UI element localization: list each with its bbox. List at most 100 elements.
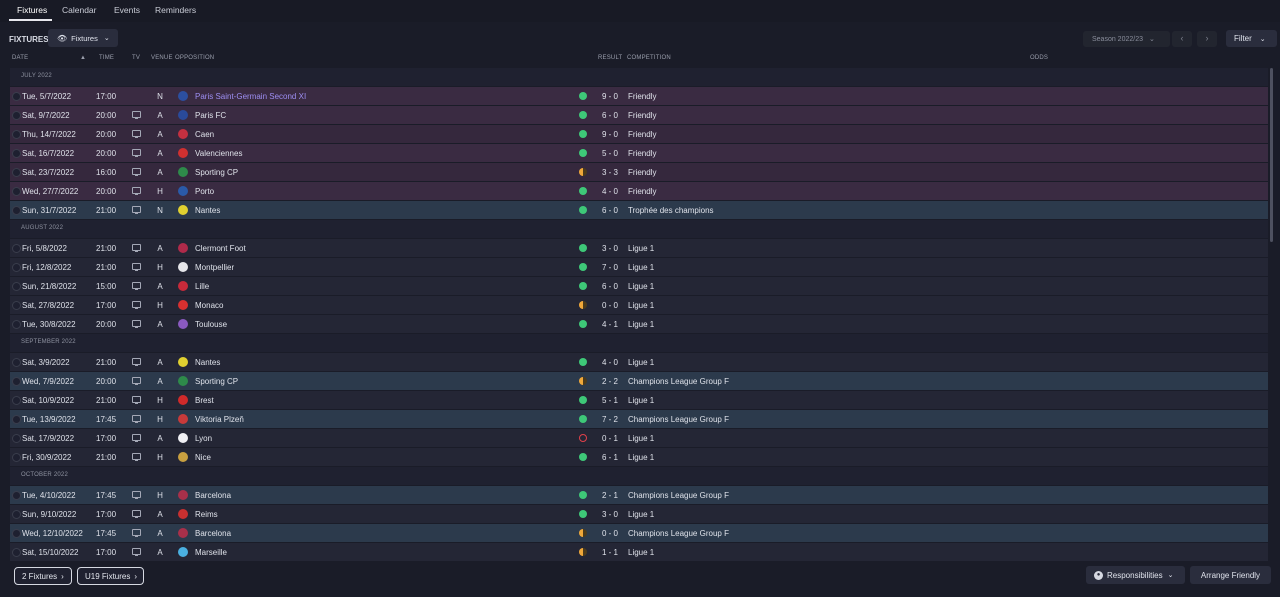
season-dropdown[interactable]: Season 2022/23 ⌄ <box>1083 31 1170 47</box>
opposition-name[interactable]: Monaco <box>195 301 224 310</box>
competition-name[interactable]: Champions League Group F <box>628 491 729 500</box>
fixture-row[interactable]: Sun, 21/8/2022 15:00 A Lille 6 - 0 Ligue 1 <box>10 277 1268 295</box>
column-result[interactable]: RESULT <box>598 55 623 61</box>
fixture-row[interactable]: Fri, 5/8/2022 21:00 A Clermont Foot 3 - 0 Lig… <box>10 239 1268 257</box>
row-select-radio[interactable] <box>12 168 21 177</box>
opposition-name[interactable]: Valenciennes <box>195 149 243 158</box>
next-season-button[interactable]: › <box>1197 31 1217 47</box>
fixture-row[interactable]: Sat, 10/9/2022 21:00 H Brest 5 - 1 Ligue 1 <box>10 391 1268 409</box>
opposition-name[interactable]: Barcelona <box>195 529 232 538</box>
fixture-row[interactable]: Sat, 23/7/2022 16:00 A Sporting CP 3 - 3 Frie… <box>10 163 1268 181</box>
opposition-name[interactable]: Porto <box>195 187 215 196</box>
match-result[interactable]: 4 - 1 <box>601 320 618 329</box>
competition-name[interactable]: Ligue 1 <box>628 510 655 519</box>
match-result[interactable]: 9 - 0 <box>601 92 618 101</box>
fixture-row[interactable]: Tue, 4/10/2022 17:45 H Barcelona 2 - 1 Champi… <box>10 486 1268 504</box>
opposition-name[interactable]: Sporting CP <box>195 377 239 386</box>
competition-name[interactable]: Ligue 1 <box>628 263 655 272</box>
match-result[interactable]: 7 - 0 <box>601 263 618 272</box>
row-select-radio[interactable] <box>12 396 21 405</box>
match-result[interactable]: 0 - 0 <box>601 529 618 538</box>
competition-name[interactable]: Ligue 1 <box>628 396 655 405</box>
opposition-name[interactable]: Nantes <box>195 206 221 215</box>
match-result[interactable]: 0 - 1 <box>601 434 618 443</box>
match-result[interactable]: 2 - 1 <box>601 491 618 500</box>
tab-reminders[interactable]: Reminders <box>155 5 197 15</box>
row-select-radio[interactable] <box>12 92 21 101</box>
row-select-radio[interactable] <box>12 111 21 120</box>
row-select-radio[interactable] <box>12 130 21 139</box>
row-select-radio[interactable] <box>12 491 21 500</box>
row-select-radio[interactable] <box>12 149 21 158</box>
competition-name[interactable]: Friendly <box>628 92 657 101</box>
opposition-name[interactable]: Sporting CP <box>195 168 239 177</box>
fixture-row[interactable]: Sun, 9/10/2022 17:00 A Reims 3 - 0 Ligue 1 <box>10 505 1268 523</box>
match-result[interactable]: 4 - 0 <box>601 358 618 367</box>
fixture-row[interactable]: Sat, 3/9/2022 21:00 A Nantes 4 - 0 Ligue 1 <box>10 353 1268 371</box>
row-select-radio[interactable] <box>12 263 21 272</box>
fixture-row[interactable]: Tue, 13/9/2022 17:45 H Viktoria Plzeň 7 - 2 C… <box>10 410 1268 428</box>
column-date[interactable]: DATE <box>12 55 29 61</box>
column-opposition[interactable]: OPPOSITION <box>175 55 215 61</box>
competition-name[interactable]: Trophée des champions <box>628 206 714 215</box>
opposition-name[interactable]: Clermont Foot <box>195 244 246 253</box>
row-select-radio[interactable] <box>12 548 21 557</box>
competition-name[interactable]: Champions League Group F <box>628 529 729 538</box>
fixture-row[interactable]: Sat, 17/9/2022 17:00 A Lyon 0 - 1 Ligue 1 <box>10 429 1268 447</box>
row-select-radio[interactable] <box>12 320 21 329</box>
column-tv[interactable]: TV <box>132 55 141 61</box>
tab-fixtures[interactable]: Fixtures <box>17 5 48 15</box>
match-result[interactable]: 3 - 3 <box>601 168 618 177</box>
competition-name[interactable]: Ligue 1 <box>628 320 655 329</box>
match-result[interactable]: 7 - 2 <box>601 415 618 424</box>
match-result[interactable]: 3 - 0 <box>601 510 618 519</box>
fixture-row[interactable]: Tue, 5/7/2022 17:00 N Paris Saint-Germain S… <box>10 87 1268 105</box>
opposition-name[interactable]: Toulouse <box>195 320 228 329</box>
competition-name[interactable]: Friendly <box>628 187 657 196</box>
opposition-name[interactable]: Nice <box>195 453 212 462</box>
match-result[interactable]: 2 - 2 <box>601 377 618 386</box>
row-select-radio[interactable] <box>12 358 21 367</box>
match-result[interactable]: 6 - 0 <box>601 111 618 120</box>
fixture-row[interactable]: Sun, 31/7/2022 21:00 N Nantes 6 - 0 Trophée d… <box>10 201 1268 219</box>
competition-name[interactable]: Friendly <box>628 168 657 177</box>
opposition-name[interactable]: Lyon <box>195 434 213 443</box>
column-time[interactable]: TIME <box>99 55 115 61</box>
opposition-name[interactable]: Reims <box>195 510 218 519</box>
row-select-radio[interactable] <box>12 301 21 310</box>
fixture-row[interactable]: Wed, 7/9/2022 20:00 A Sporting CP 2 - 2 Champ… <box>10 372 1268 390</box>
scrollbar[interactable] <box>1270 68 1273 242</box>
match-result[interactable]: 1 - 1 <box>601 548 618 557</box>
row-select-radio[interactable] <box>12 282 21 291</box>
fixture-row[interactable]: Sat, 16/7/2022 20:00 A Valenciennes 5 - 0 Fri… <box>10 144 1268 162</box>
fixtures-button[interactable]: 2 Fixtures › <box>14 567 72 585</box>
fixture-row[interactable]: Wed, 27/7/2022 20:00 H Porto 4 - 0 Friendly <box>10 182 1268 200</box>
competition-name[interactable]: Ligue 1 <box>628 358 655 367</box>
match-result[interactable]: 5 - 0 <box>601 149 618 158</box>
row-select-radio[interactable] <box>12 244 21 253</box>
competition-name[interactable]: Champions League Group F <box>628 415 729 424</box>
previous-season-button[interactable]: ‹ <box>1172 31 1192 47</box>
match-result[interactable]: 3 - 0 <box>601 244 618 253</box>
row-select-radio[interactable] <box>12 187 21 196</box>
row-select-radio[interactable] <box>12 415 21 424</box>
responsibilities-button[interactable]: ● Responsibilities ⌄ <box>1086 566 1185 584</box>
competition-name[interactable]: Friendly <box>628 111 657 120</box>
row-select-radio[interactable] <box>12 206 21 215</box>
fixture-row[interactable]: Tue, 30/8/2022 20:00 A Toulouse 4 - 1 Ligue 1 <box>10 315 1268 333</box>
match-result[interactable]: 6 - 0 <box>601 206 618 215</box>
opposition-name[interactable]: Montpellier <box>195 263 235 272</box>
fixture-row[interactable]: Fri, 12/8/2022 21:00 H Montpellier 7 - 0 Ligu… <box>10 258 1268 276</box>
opposition-name[interactable]: Barcelona <box>195 491 232 500</box>
row-select-radio[interactable] <box>12 529 21 538</box>
match-result[interactable]: 9 - 0 <box>601 130 618 139</box>
row-select-radio[interactable] <box>12 453 21 462</box>
match-result[interactable]: 5 - 1 <box>601 396 618 405</box>
fixture-row[interactable]: Sat, 27/8/2022 17:00 H Monaco 0 - 0 Ligue 1 <box>10 296 1268 314</box>
competition-name[interactable]: Ligue 1 <box>628 244 655 253</box>
column-venue[interactable]: VENUE <box>151 55 173 61</box>
fixture-row[interactable]: Fri, 30/9/2022 21:00 H Nice 6 - 1 Ligue 1 <box>10 448 1268 466</box>
tab-events[interactable]: Events <box>114 5 140 15</box>
match-result[interactable]: 4 - 0 <box>601 187 618 196</box>
fixture-row[interactable]: Sat, 15/10/2022 17:00 A Marseille 1 - 1 Ligue… <box>10 543 1268 561</box>
